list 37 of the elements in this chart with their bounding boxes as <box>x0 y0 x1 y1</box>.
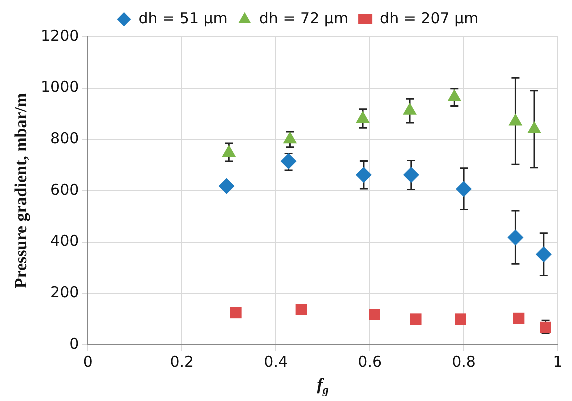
y-tick-label: 1000 <box>40 78 80 96</box>
point <box>218 178 235 194</box>
point <box>222 145 236 158</box>
point <box>455 314 466 325</box>
x-tick-label: 0.2 <box>170 352 194 371</box>
point <box>280 153 297 170</box>
point <box>369 309 380 320</box>
point <box>456 181 472 198</box>
point <box>528 121 542 134</box>
point <box>403 167 420 184</box>
y-tick-label: 400 <box>50 232 80 250</box>
y-tick-label: 800 <box>50 130 80 148</box>
x-tick-label: 0.6 <box>358 352 382 371</box>
point <box>508 230 524 246</box>
legend-label: dh = 207 µm <box>380 9 479 28</box>
point <box>403 102 417 115</box>
y-axis-title: Pressure gradient, mbar/m <box>11 93 30 289</box>
point <box>356 111 370 124</box>
y-tick-label: 200 <box>50 284 80 302</box>
point <box>536 246 552 263</box>
point <box>356 167 372 184</box>
y-tick-label: 600 <box>50 180 80 199</box>
x-tick-label: 0.4 <box>264 352 288 371</box>
x-tick-label: 0 <box>83 352 93 371</box>
point <box>283 132 298 144</box>
point <box>230 307 242 319</box>
point <box>513 312 525 324</box>
point <box>410 314 422 325</box>
point <box>296 304 308 316</box>
legend-label: dh = 51 µm <box>138 9 228 28</box>
legend-label: dh = 72 µm <box>259 9 349 28</box>
x-tick-label: 0.8 <box>452 352 476 371</box>
point <box>448 89 462 102</box>
y-tick-label: 0 <box>70 334 80 353</box>
y-tick-label: 1200 <box>40 26 80 45</box>
x-tick-label: 1 <box>553 352 563 371</box>
point <box>508 114 523 126</box>
